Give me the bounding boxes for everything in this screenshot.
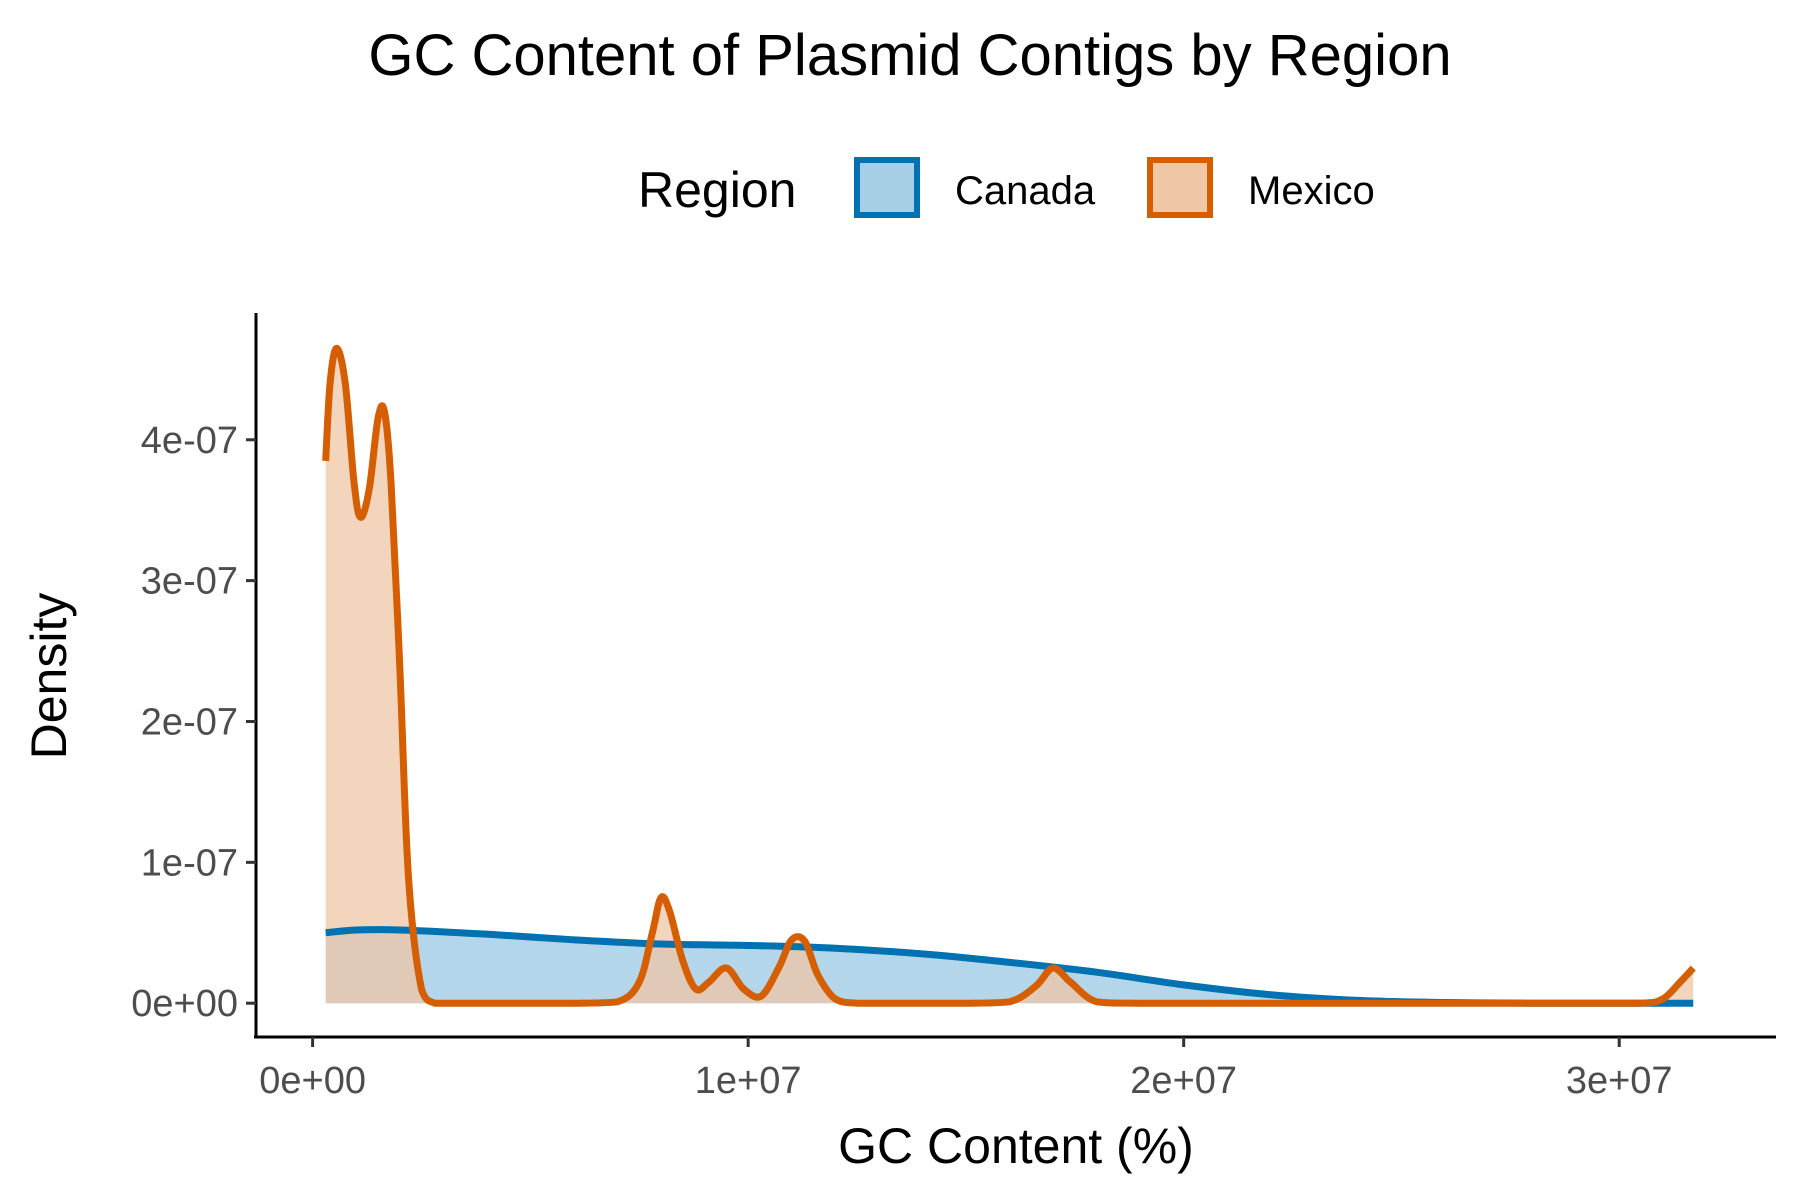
y-tick-label: 1e-07 (141, 842, 238, 884)
legend-key-mexico (1147, 157, 1213, 218)
legend-key-canada (854, 157, 920, 218)
legend: Region Canada Mexico (638, 157, 1375, 218)
x-tick-label: 2e+07 (1130, 1060, 1237, 1102)
density-line-mexico (322, 344, 1696, 1007)
legend-label-canada: Canada (955, 169, 1096, 213)
x-axis-title: GC Content (%) (838, 1118, 1194, 1174)
legend-title: Region (638, 162, 796, 218)
y-tick-label: 0e+00 (131, 983, 238, 1025)
x-axis-ticks: 0e+00 1e+07 2e+07 3e+07 (259, 1037, 1673, 1102)
y-tick-label: 3e-07 (141, 561, 238, 603)
y-axis-ticks: 0e+00 1e-07 2e-07 3e-07 4e-07 (131, 420, 256, 1025)
chart-title: GC Content of Plasmid Contigs by Region (368, 23, 1451, 88)
y-axis-title: Density (21, 593, 77, 760)
density-area-mexico (325, 348, 1694, 1004)
x-tick-label: 0e+00 (259, 1060, 366, 1102)
y-tick-label: 4e-07 (141, 420, 238, 462)
legend-label-mexico: Mexico (1248, 169, 1375, 213)
plot-series (322, 344, 1696, 1007)
x-tick-label: 1e+07 (695, 1060, 802, 1102)
x-tick-label: 3e+07 (1566, 1060, 1673, 1102)
y-tick-label: 2e-07 (141, 701, 238, 743)
density-area-canada (325, 929, 1694, 1004)
